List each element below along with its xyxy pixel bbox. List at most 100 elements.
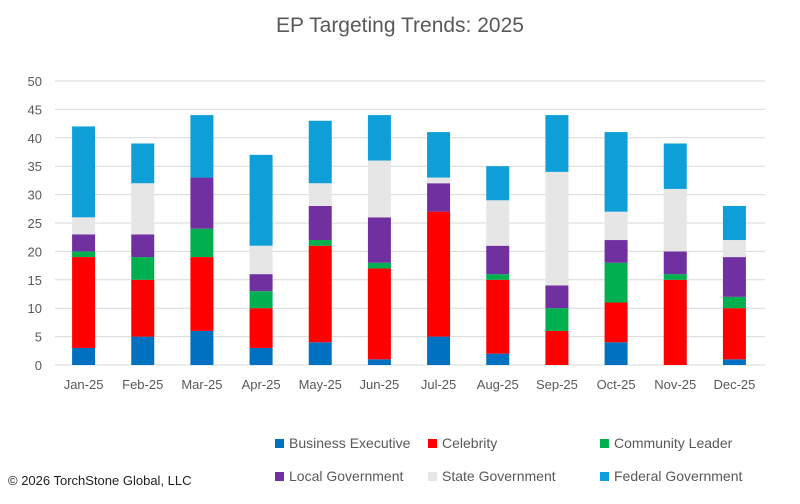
legend-label: Local Government [289, 468, 404, 484]
legend-item: Celebrity [428, 435, 497, 451]
bar-segment-business-executive [308, 342, 332, 365]
bar-segment-federal-government [72, 126, 96, 218]
y-tick-label: 50 [28, 74, 42, 89]
bar-segment-business-executive [367, 359, 391, 365]
y-tick-label: 0 [35, 358, 42, 373]
bar-segment-state-government [249, 245, 273, 275]
bar-segment-state-government [486, 200, 510, 246]
bar-segment-business-executive [131, 336, 155, 365]
legend-item: Local Government [275, 468, 403, 484]
stacked-bar-chart: 0 5 10 15 20 25 30 35 40 45 50 Jan-25 Feb-25 Mar-25 A… [28, 74, 765, 392]
x-tick-label: Feb-25 [122, 377, 163, 392]
bar-segment-federal-government [545, 115, 569, 172]
legend-item: Federal Government [600, 468, 742, 484]
bar-segment-community-leader [190, 228, 214, 258]
bar-segment-local-government [131, 234, 155, 258]
bar-segment-business-executive [190, 330, 214, 365]
x-tick-label: Aug-25 [477, 377, 519, 392]
bar-segment-federal-government [308, 120, 332, 184]
legend-swatch [428, 471, 437, 481]
bar-segment-state-government [604, 211, 628, 241]
bar-segment-federal-government [486, 166, 510, 201]
bar-segment-business-executive [604, 342, 628, 365]
bar-segment-state-government [308, 183, 332, 206]
legend-label: Celebrity [442, 435, 498, 451]
bar-segment-community-leader [367, 262, 391, 269]
bar-segment-local-government [72, 234, 96, 252]
bar-segment-celebrity [131, 279, 155, 337]
bar-segment-local-government [190, 177, 214, 229]
bar-segment-celebrity [308, 245, 332, 343]
bar-segment-state-government [722, 240, 746, 258]
bar-segment-celebrity [427, 211, 451, 337]
bar-segment-state-government [545, 171, 569, 286]
bar-segment-celebrity [190, 257, 214, 331]
bar-segment-federal-government [131, 143, 155, 184]
y-tick-label: 25 [28, 216, 42, 231]
x-tick-label: Sep-25 [536, 377, 578, 392]
bar-segment-state-government [427, 177, 451, 184]
bar-segment-community-leader [663, 274, 687, 280]
bar-segment-community-leader [604, 262, 628, 303]
y-tick-label: 45 [28, 102, 42, 117]
legend-item: State Government [428, 468, 556, 484]
y-tick-label: 30 [28, 188, 42, 203]
bar-segment-community-leader [131, 257, 155, 280]
legend-swatch [600, 471, 609, 481]
bar-segment-local-government [722, 257, 746, 297]
bar-segment-federal-government [367, 115, 391, 161]
y-axis-ticks: 0 5 10 15 20 25 30 35 40 45 50 [28, 74, 42, 373]
bar-segment-business-executive [722, 359, 746, 365]
x-tick-label: Dec-25 [713, 377, 755, 392]
bar-segment-community-leader [308, 240, 332, 246]
y-tick-label: 10 [28, 301, 42, 316]
bar-segment-state-government [131, 183, 155, 235]
bar-segment-community-leader [722, 296, 746, 309]
bar-segment-business-executive [249, 347, 273, 365]
legend-label: Federal Government [614, 468, 743, 484]
x-tick-label: May-25 [299, 377, 342, 392]
legend-label: Business Executive [289, 435, 411, 451]
legend-label: State Government [442, 468, 556, 484]
bar-segment-federal-government [190, 115, 214, 178]
x-tick-label: Mar-25 [181, 377, 222, 392]
x-tick-label: Jan-25 [64, 377, 104, 392]
bar-segment-celebrity [249, 308, 273, 348]
bar-segment-federal-government [663, 143, 687, 189]
bar-segment-celebrity [663, 279, 687, 365]
bar-segment-federal-government [249, 154, 273, 246]
bar-segment-local-government [604, 240, 628, 263]
bar-segment-community-leader [486, 274, 510, 280]
bar-segment-local-government [308, 205, 332, 241]
bar-segment-business-executive [486, 353, 510, 365]
x-axis-ticks: Jan-25 Feb-25 Mar-25 Apr-25 May-25 Jun-25 Jul-… [64, 377, 756, 392]
bar-segment-local-government [486, 245, 510, 275]
bar-segment-federal-government [722, 205, 746, 241]
x-tick-label: Jul-25 [421, 377, 456, 392]
copyright: © 2026 TorchStone Global, LLC [8, 473, 192, 488]
chart-title: EP Targeting Trends: 2025 [276, 14, 524, 37]
bar-segment-community-leader [72, 251, 96, 258]
bar-segment-local-government [367, 217, 391, 263]
bar-segment-local-government [545, 285, 569, 309]
bar-segment-local-government [249, 274, 273, 292]
bar-segment-state-government [72, 217, 96, 235]
legend-swatch [275, 471, 284, 481]
bar-segment-celebrity [367, 268, 391, 360]
bar-segment-celebrity [72, 257, 96, 348]
bar-segment-celebrity [722, 308, 746, 360]
legend-label: Community Leader [614, 435, 733, 451]
x-tick-label: Oct-25 [597, 377, 636, 392]
y-tick-label: 20 [28, 244, 42, 259]
bar-segment-federal-government [427, 132, 451, 178]
bar-segment-business-executive [72, 347, 96, 365]
bar-segment-celebrity [604, 302, 628, 343]
legend-item: Community Leader [600, 435, 732, 451]
legend-swatch [275, 438, 284, 448]
bar-segment-federal-government [604, 132, 628, 212]
gridlines [55, 80, 765, 366]
bar-segment-state-government [663, 188, 687, 252]
legend-swatch [428, 438, 437, 448]
bar-segment-state-government [367, 160, 391, 218]
x-tick-label: Jun-25 [360, 377, 400, 392]
